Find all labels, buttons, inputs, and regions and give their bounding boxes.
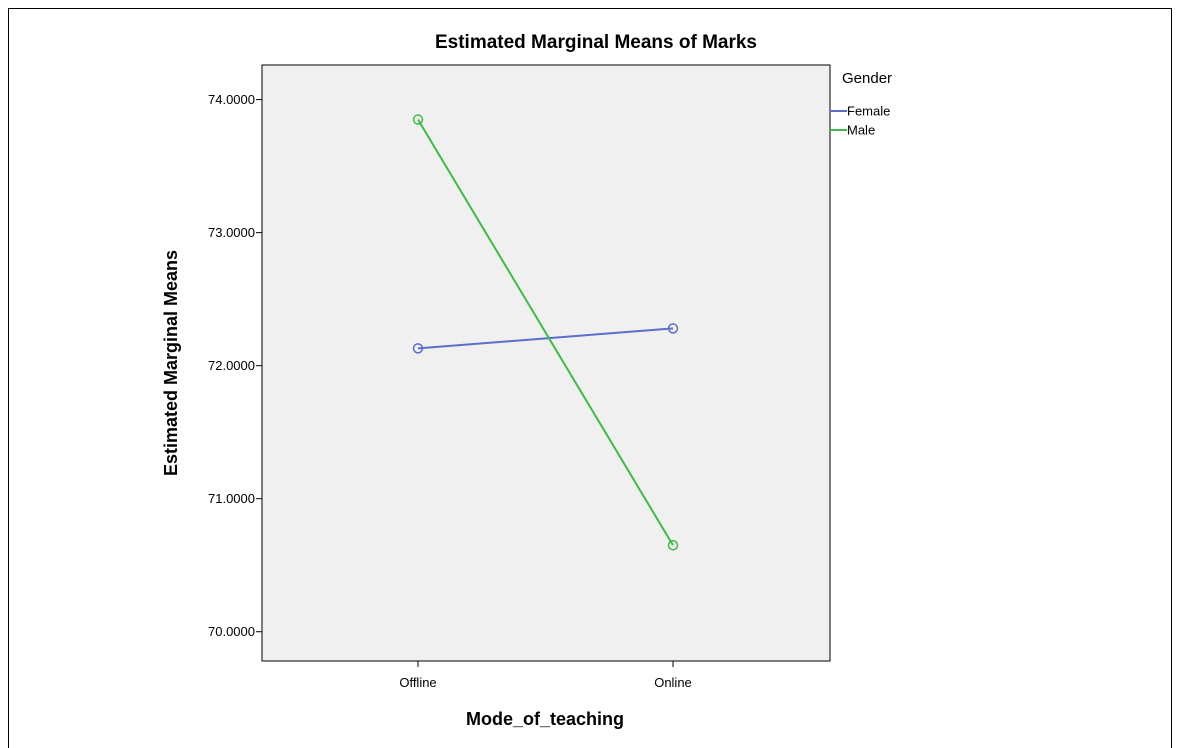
series-male	[412, 114, 679, 551]
data-point	[412, 343, 424, 354]
y-axis: 70.0000 71.0000 72.0000 73.0000 74.0000	[208, 92, 262, 639]
data-point	[667, 540, 679, 551]
y-axis-label: Estimated Marginal Means	[161, 250, 181, 476]
y-tick-label: 74.0000	[208, 92, 255, 107]
y-tick-label: 73.0000	[208, 225, 255, 240]
legend-title: Gender	[842, 70, 892, 87]
y-tick-label: 70.0000	[208, 624, 255, 639]
x-tick-label: Online	[654, 675, 692, 690]
legend-label-female: Female	[847, 104, 890, 119]
x-tick-label: Offline	[399, 675, 436, 690]
series-line-male	[417, 119, 674, 546]
y-tick-label: 72.0000	[208, 358, 255, 373]
series-line-female	[417, 327, 674, 350]
series-layer	[412, 114, 679, 551]
y-tick-label: 71.0000	[208, 491, 255, 506]
legend: Gender Female Male	[830, 70, 892, 138]
series-female	[412, 323, 679, 354]
data-point	[667, 323, 679, 334]
chart-title: Estimated Marginal Means of Marks	[435, 32, 757, 53]
x-axis: Offline Online	[399, 661, 692, 690]
legend-label-male: Male	[847, 123, 875, 138]
data-point	[412, 114, 424, 125]
x-axis-label: Mode_of_teaching	[466, 709, 624, 729]
plot-area	[261, 64, 831, 662]
